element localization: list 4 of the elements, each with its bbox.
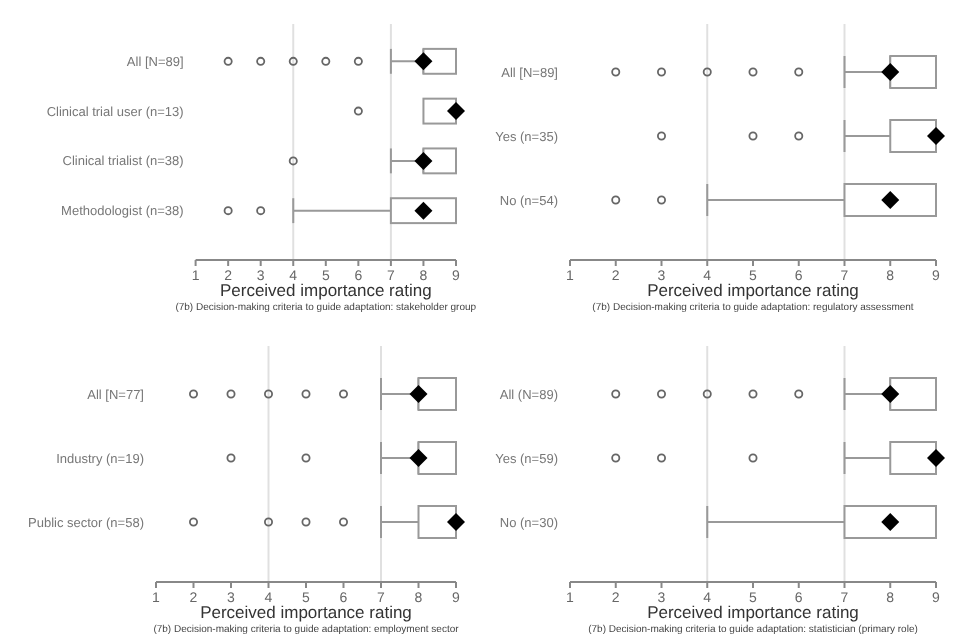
x-axis-title: Perceived importance rating <box>647 602 860 622</box>
x-axis-title: Perceived importance rating <box>200 602 413 622</box>
x-axis-title: Perceived importance rating <box>647 280 860 300</box>
x-axis-title: Perceived importance rating <box>219 280 433 300</box>
